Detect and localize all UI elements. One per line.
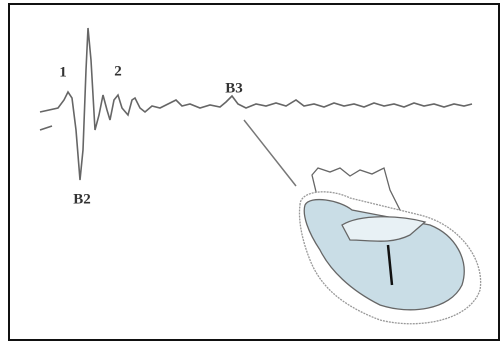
label-b2: B2 xyxy=(73,191,91,207)
label-1: 1 xyxy=(59,64,67,80)
label-2: 2 xyxy=(114,63,122,79)
label-b3: B3 xyxy=(225,80,243,96)
diagram: 1 2 B3 B2 xyxy=(0,0,502,345)
